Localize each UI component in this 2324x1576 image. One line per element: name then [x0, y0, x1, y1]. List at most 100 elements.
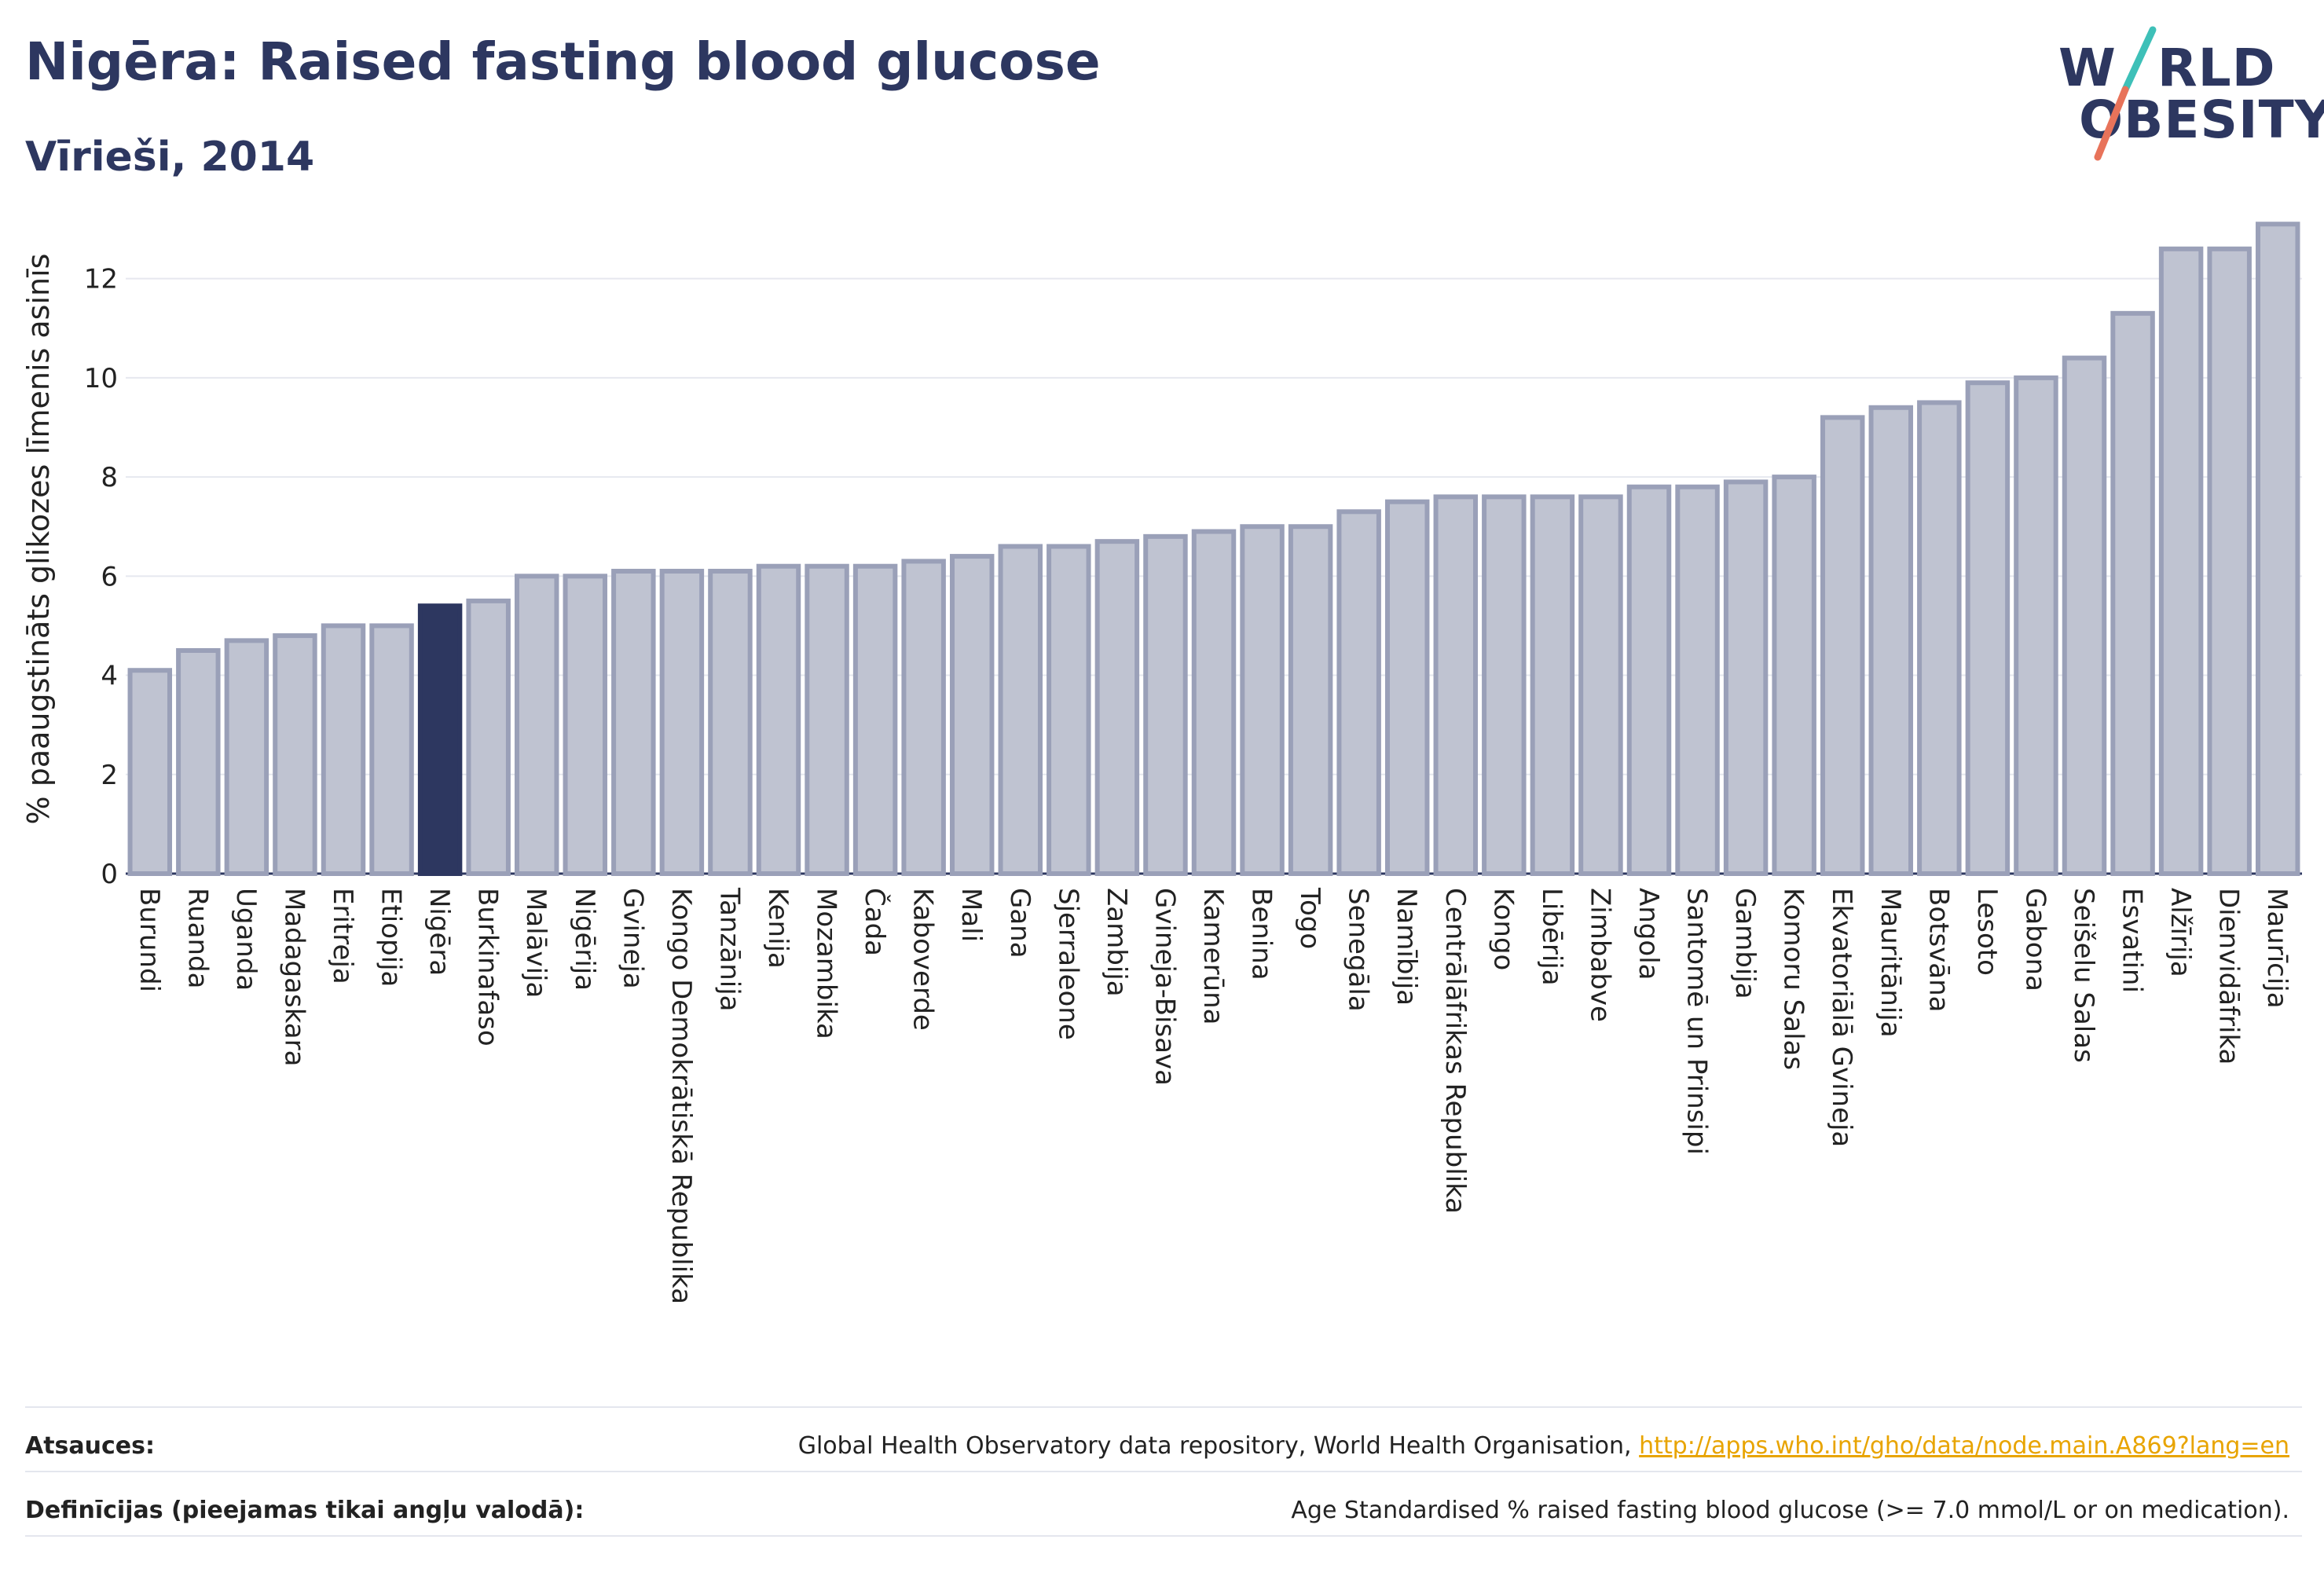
bar[interactable] — [1384, 499, 1430, 876]
x-tick-label: Kongo Demokrātiskā Republika — [665, 888, 697, 1304]
x-tick-label: Madagaskara — [278, 888, 310, 1066]
bar[interactable] — [1240, 524, 1285, 876]
bar[interactable] — [1820, 415, 1865, 876]
bar[interactable] — [1675, 484, 1720, 876]
logo-slash-icon — [2094, 26, 2157, 161]
bar[interactable] — [998, 544, 1043, 876]
bar[interactable] — [127, 668, 173, 876]
world-obesity-logo: W RLD OBESITY — [2051, 24, 2324, 165]
x-tick-label: Kenija — [762, 888, 794, 969]
sources-value: Global Health Observatory data repositor… — [798, 1432, 2289, 1460]
x-tick-label: Uganda — [230, 888, 262, 991]
bar[interactable] — [1433, 494, 1479, 876]
y-tick-label: 8 — [101, 462, 118, 493]
bar[interactable] — [1191, 529, 1237, 876]
x-tick-label: Gvineja — [617, 888, 648, 989]
definitions-label: Definīcijas (pieejamas tikai angļu valod… — [25, 1496, 585, 1524]
footer-divider-middle — [25, 1471, 2302, 1472]
bar[interactable] — [563, 574, 608, 876]
chart-subtitle: Vīrieši, 2014 — [25, 134, 315, 181]
x-tick-label: Esvatini — [2117, 888, 2148, 993]
bar[interactable] — [2207, 246, 2252, 877]
x-tick-label: Alžīrija — [2165, 888, 2196, 977]
bar[interactable] — [756, 563, 801, 876]
x-tick-label: Zambija — [1101, 888, 1132, 997]
bar[interactable] — [1772, 475, 1816, 876]
x-tick-label: Sjerraleone — [1052, 888, 1083, 1040]
y-tick-label: 0 — [101, 859, 118, 890]
x-tick-label: Gambija — [1729, 888, 1761, 999]
bar[interactable] — [1626, 484, 1672, 876]
y-tick-label: 4 — [101, 661, 118, 692]
bar[interactable] — [273, 633, 317, 876]
x-tick-label: Nigēra — [423, 888, 455, 976]
x-tick-label: Čada — [859, 888, 891, 956]
sources-text: Global Health Observatory data repositor… — [797, 1431, 1632, 1460]
bar[interactable] — [1530, 494, 1575, 876]
bar[interactable] — [466, 598, 511, 876]
footer-sources-row: Atsauces: Global Health Observatory data… — [25, 1414, 2289, 1477]
x-tick-label: Libērija — [1536, 888, 1567, 986]
sources-label: Atsauces: — [25, 1431, 155, 1460]
x-tick-label: Burkinafaso — [472, 888, 504, 1046]
x-tick-label: Eritreja — [327, 888, 358, 984]
bar[interactable] — [901, 559, 946, 876]
bar[interactable] — [1143, 533, 1188, 876]
bar[interactable] — [1578, 494, 1623, 876]
footer-definitions-row: Definīcijas (pieejamas tikai angļu valod… — [25, 1479, 2289, 1541]
x-tick-label: Centrālāfrikas Republika — [1439, 888, 1471, 1214]
bar[interactable] — [708, 569, 753, 876]
bar[interactable] — [852, 563, 898, 876]
bar[interactable] — [224, 638, 269, 877]
bar[interactable] — [1047, 544, 1091, 876]
bar[interactable] — [2110, 310, 2155, 877]
bars — [127, 222, 2300, 877]
bar[interactable] — [2062, 355, 2107, 876]
x-tick-label: Komoru Salas — [1778, 888, 1809, 1070]
bar[interactable] — [659, 569, 705, 876]
bar[interactable] — [321, 623, 366, 876]
bar[interactable] — [2014, 375, 2058, 876]
bar[interactable] — [176, 648, 221, 876]
sources-link[interactable]: http://apps.who.int/gho/data/node.main.A… — [1639, 1431, 2289, 1460]
bar[interactable] — [2158, 246, 2204, 877]
x-tick-labels: Burundi Ruanda Uganda Madagaskara Eritreja Et… — [134, 887, 2293, 1304]
x-tick-label: Gana — [1004, 888, 1036, 958]
bar[interactable] — [611, 569, 656, 876]
bar[interactable] — [1868, 405, 1914, 876]
x-tick-label: Namībija — [1391, 888, 1422, 1006]
bar[interactable] — [1482, 494, 1527, 876]
bar-chart: 0 2 4 6 8 10 12 Burundi Ruanda Uganda Madagaskara… — [21, 222, 2302, 1304]
x-tick-label: Dienvidāfrika — [2213, 888, 2245, 1065]
definitions-text: Age Standardised % raised fasting blood … — [1291, 1496, 2289, 1524]
x-tick-label: Senegāla — [1343, 888, 1374, 1012]
bar[interactable] — [369, 623, 414, 876]
bar[interactable] — [2255, 222, 2300, 876]
x-tick-label: Mali — [955, 888, 987, 942]
x-tick-label: Kongo — [1487, 888, 1519, 970]
x-tick-label: Lesoto — [1971, 888, 2003, 976]
bar[interactable] — [1094, 539, 1140, 876]
footer-divider-bottom — [25, 1535, 2302, 1537]
bar[interactable] — [1917, 400, 1962, 876]
x-tick-label: Kaboverde — [907, 888, 939, 1031]
bar[interactable] — [514, 574, 559, 876]
y-tick-label: 12 — [84, 264, 118, 295]
x-tick-label: Malāvija — [520, 888, 552, 998]
x-tick-label: Mozambika — [811, 888, 842, 1039]
bar[interactable] — [1288, 524, 1333, 876]
x-tick-label: Ruanda — [181, 888, 213, 988]
x-tick-label: Seišelu Salas — [2068, 888, 2099, 1063]
x-tick-label: Nigērija — [569, 888, 600, 991]
logo-line-1: W RLD — [2058, 38, 2276, 98]
bar[interactable] — [805, 563, 849, 876]
x-tick-label: Togo — [1294, 887, 1325, 949]
bar[interactable] — [949, 554, 995, 876]
bar[interactable] — [1723, 479, 1769, 876]
bar-highlighted[interactable] — [417, 603, 463, 876]
bar[interactable] — [1965, 380, 2011, 876]
x-tick-label: Gabona — [2019, 888, 2051, 991]
bar[interactable] — [1336, 509, 1381, 876]
x-tick-label: Burundi — [134, 888, 165, 992]
x-tick-label: Botsvāna — [1923, 888, 1954, 1013]
